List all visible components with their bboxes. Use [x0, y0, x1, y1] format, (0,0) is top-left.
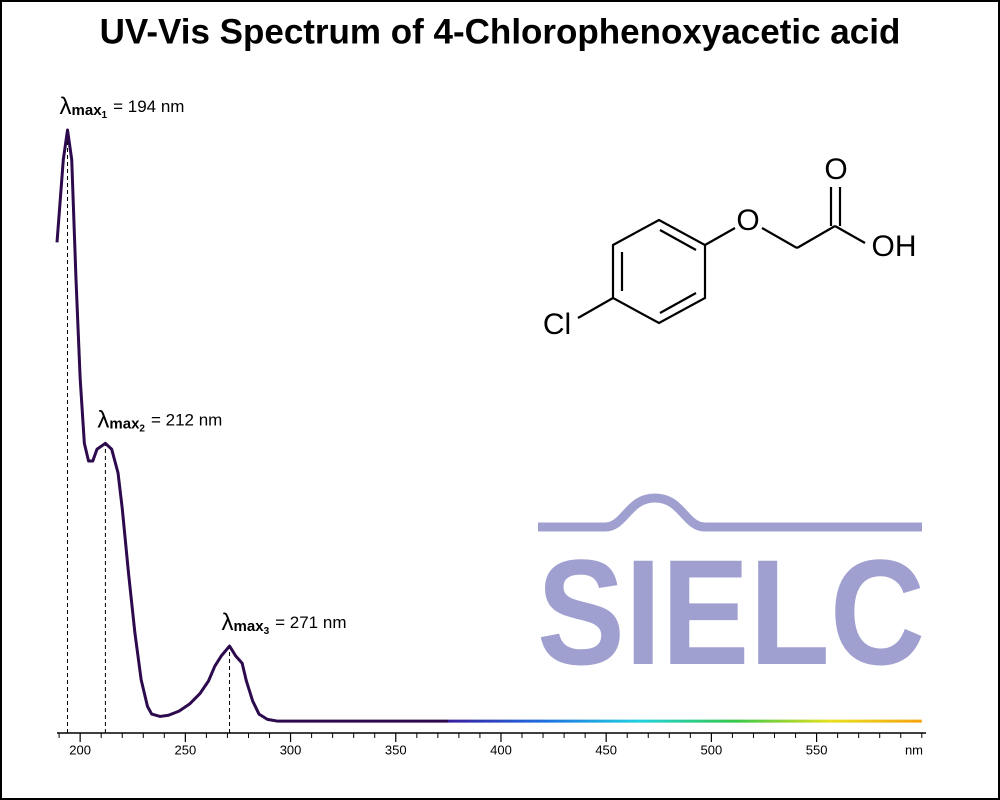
lambda-symbol: λ	[222, 609, 234, 636]
spectrum-line	[55, 128, 922, 723]
x-tick-label: 450	[595, 742, 617, 757]
bond	[761, 227, 798, 249]
x-axis-unit: nm	[905, 742, 923, 757]
lambda-index: 3	[264, 626, 270, 637]
x-tick-label: 350	[385, 742, 407, 757]
logo-wave	[538, 493, 922, 532]
x-tick-label: 200	[69, 742, 91, 757]
peak-label: λmax3 = 271 nm	[222, 609, 347, 636]
bond	[796, 225, 836, 249]
lambda-sub: max	[72, 102, 103, 119]
lambda-sub: max	[109, 415, 140, 432]
bond	[704, 227, 736, 246]
peak-label: λmax2 = 212 nm	[97, 407, 222, 434]
lambda-symbol: λ	[97, 407, 109, 434]
atom-label: Cl	[543, 308, 571, 341]
lambda-symbol: λ	[60, 93, 72, 120]
peak-label: λmax1 = 194 nm	[60, 93, 185, 120]
chart-title: UV-Vis Spectrum of 4-Chlorophenoxyacetic…	[100, 12, 901, 51]
peak-text: = 194 nm	[113, 97, 184, 116]
logo: SIELC	[537, 493, 925, 696]
atom-label: OH	[872, 230, 917, 263]
bond	[577, 297, 614, 319]
peak-text: = 212 nm	[151, 411, 222, 430]
x-tick-label: 300	[280, 742, 302, 757]
lambda-index: 2	[139, 423, 145, 434]
lambda-sub: max	[234, 618, 265, 635]
bond	[659, 229, 697, 251]
x-tick-label: 550	[806, 742, 828, 757]
atom-label: O	[736, 204, 759, 237]
structure: O O OH Cl	[543, 153, 917, 341]
peak-text: = 271 nm	[275, 614, 346, 633]
logo-text: SIELC	[537, 528, 925, 696]
x-tick-label: 250	[174, 742, 196, 757]
x-tick-label: 400	[490, 742, 512, 757]
atom-label: O	[824, 153, 847, 186]
bond	[834, 225, 866, 244]
lambda-index: 1	[102, 110, 108, 121]
bond	[659, 292, 697, 314]
x-tick-label: 500	[701, 742, 723, 757]
